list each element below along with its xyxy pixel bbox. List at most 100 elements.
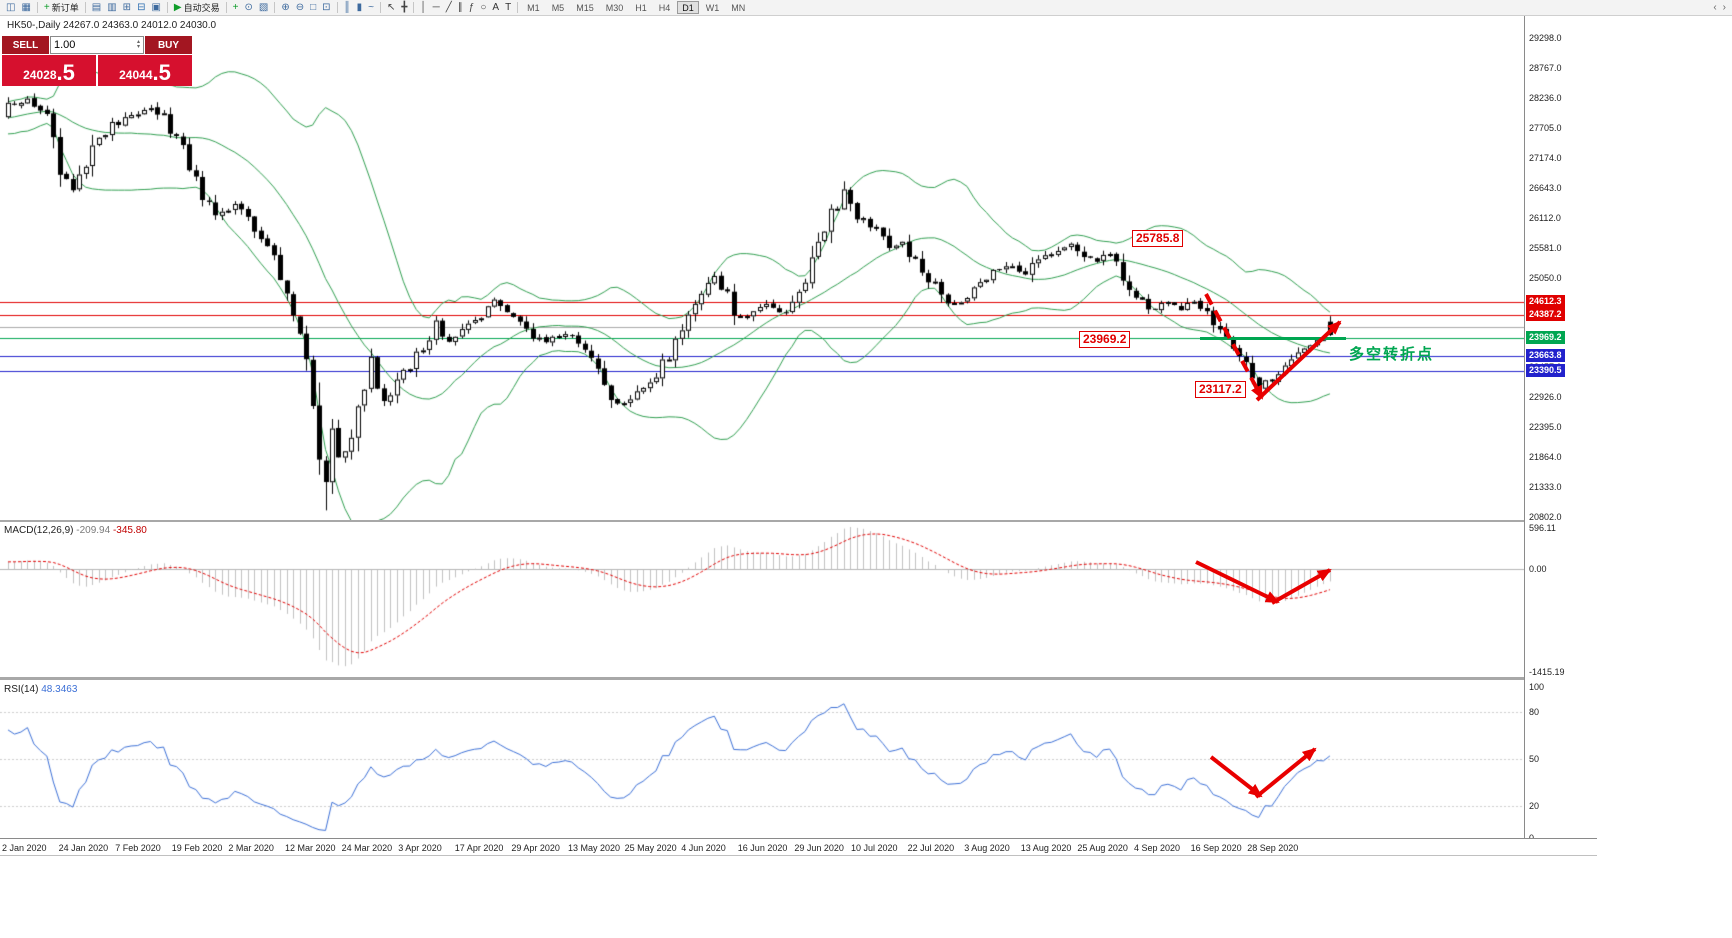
timeframe-m1[interactable]: M1 <box>527 3 540 13</box>
rsi-axis-label: 20 <box>1529 801 1540 812</box>
chart-list-icon[interactable]: ▦ <box>18 1 33 15</box>
timeframe-m5[interactable]: M5 <box>551 3 565 13</box>
panel-splitter[interactable] <box>0 520 1597 522</box>
contacts-icon[interactable]: ⊟ <box>134 1 148 15</box>
timeframe-h4[interactable]: H4 <box>658 3 671 13</box>
price-axis[interactable]: 29298.0 28767.0 28236.0 27705.0 27174.0 26643… <box>1524 16 1597 855</box>
autotrading-button-label: 自动交易 <box>183 2 220 13</box>
bar-chart-mode-icon[interactable]: ║ <box>341 1 354 15</box>
time-axis-label: 29 Apr 2020 <box>511 843 560 853</box>
time-axis-label: 13 May 2020 <box>568 843 621 853</box>
volume-spinner[interactable]: ▴ ▾ <box>136 39 140 50</box>
time-axis-label: 28 Sep 2020 <box>1247 843 1299 853</box>
price-axis-label: 22395.0 <box>1529 422 1562 433</box>
panel-splitter[interactable] <box>0 677 1597 680</box>
periods-icon[interactable]: ⊙ <box>241 1 255 15</box>
toolbar-separator <box>274 2 276 13</box>
timeframe-h1[interactable]: H1 <box>635 3 647 13</box>
sell-button[interactable]: SELL <box>2 36 49 54</box>
tile-windows-icon-glyph: □ <box>310 1 317 13</box>
timeframe-d1[interactable]: D1 <box>677 1 699 14</box>
fibonacci-icon[interactable]: ƒ <box>466 1 478 15</box>
price-axis-label: 26643.0 <box>1529 182 1562 193</box>
spinner-down-icon[interactable]: ▾ <box>136 44 140 50</box>
time-axis-label: 12 Mar 2020 <box>285 843 336 853</box>
navigator-icon[interactable]: ⊞ <box>120 1 134 15</box>
new-chart-icon[interactable]: ◫ <box>3 1 18 15</box>
macd-axis-label: 0.00 <box>1529 564 1547 575</box>
toolbar-scroll-left-icon[interactable]: ‹ <box>1710 1 1719 15</box>
navigator-icon-glyph: ⊞ <box>122 1 132 13</box>
volume-input[interactable]: 1.00 ▴ ▾ <box>50 36 144 54</box>
timeframe-w1[interactable]: W1 <box>705 3 720 13</box>
rsi-name: RSI(14) <box>4 684 39 695</box>
cursor-icon[interactable]: ↖ <box>384 1 398 15</box>
channel-icon[interactable]: ∥ <box>455 1 466 15</box>
toolbar-separator <box>379 2 381 13</box>
new-chart-icon-glyph: ◫ <box>6 1 16 13</box>
time-axis-label: 4 Jun 2020 <box>681 843 726 853</box>
time-axis[interactable]: 2 Jan 2020 24 Jan 2020 7 Feb 2020 19 Feb 20… <box>0 838 1597 855</box>
horizontal-line-icon[interactable]: ─ <box>430 1 443 15</box>
new-order-button[interactable]: + 新订单 <box>41 1 82 15</box>
buy-button[interactable]: BUY <box>145 36 192 54</box>
sell-price-display[interactable]: 24028.5 <box>2 55 96 86</box>
candle-chart-mode-icon-glyph: ▮ <box>356 1 363 13</box>
channel-icon-glyph: ∥ <box>457 1 463 13</box>
time-axis-label: 3 Aug 2020 <box>964 843 1010 853</box>
vertical-line-icon[interactable]: │ <box>417 1 429 15</box>
horizontal-line-icon-glyph: ─ <box>432 1 440 13</box>
candle-chart-mode-icon[interactable]: ▮ <box>354 1 366 15</box>
timeframe-m15[interactable]: M15 <box>576 3 594 13</box>
macd-panel-canvas[interactable] <box>0 522 1524 677</box>
vertical-line-icon-glyph: │ <box>420 1 427 13</box>
buy-price-display[interactable]: 24044.5 <box>98 55 192 86</box>
trendline-icon-glyph: ╱ <box>445 1 452 13</box>
templates-icon[interactable]: ▧ <box>256 1 271 15</box>
price-axis-label: 21333.0 <box>1529 482 1562 493</box>
line-chart-mode-icon[interactable]: ~ <box>365 1 377 15</box>
label-tool-icon[interactable]: T <box>502 1 514 15</box>
price-axis-label: 27174.0 <box>1529 152 1562 163</box>
zoom-out-icon[interactable]: ⊖ <box>293 1 307 15</box>
time-axis-label: 3 Apr 2020 <box>398 843 442 853</box>
data-window-icon[interactable]: ▥ <box>104 1 119 15</box>
market-watch-icon[interactable]: ▤ <box>89 1 104 15</box>
contacts-icon-glyph: ⊟ <box>137 1 146 13</box>
toolbar-left-group: ◫ ▦ + 新订单 ▤ ▥ ⊞ ⊟ ▣ ▶ 自动交易 + ⊙ ▧ ⊕ ⊖ □ ⊡ ║ ▮ ~ ↖ ╋ │ ─ ╱ ∥ ƒ ○ A T M1 M5… <box>3 1 751 15</box>
rsi-axis-label: 100 <box>1529 682 1545 692</box>
rsi-panel-canvas[interactable] <box>0 680 1524 838</box>
timeframe-m30[interactable]: M30 <box>605 3 624 13</box>
autotrading-button[interactable]: ▶ 自动交易 <box>171 1 223 15</box>
tile-windows-icon[interactable]: □ <box>307 1 319 15</box>
ellipse-icon[interactable]: ○ <box>477 1 489 15</box>
rsi-value: 48.3463 <box>41 684 78 695</box>
cascade-windows-icon[interactable]: ⊡ <box>319 1 333 15</box>
price-tag: 25785.8 <box>1132 230 1184 247</box>
crosshair-icon[interactable]: ╋ <box>398 1 410 15</box>
spinner-up-icon[interactable]: ▴ <box>136 39 140 45</box>
terminal-icon[interactable]: ▣ <box>148 1 163 15</box>
time-axis-label: 22 Jul 2020 <box>907 843 955 853</box>
price-tag: 23117.2 <box>1195 381 1246 398</box>
indicators-icon[interactable]: + <box>230 1 242 15</box>
zoom-in-icon[interactable]: ⊕ <box>278 1 292 15</box>
toolbar-scroll-right-icon-glyph: › <box>1722 1 1726 13</box>
buy-price-main: 24044 <box>119 68 153 82</box>
toolbar-scroll-right-icon[interactable]: › <box>1720 1 1729 15</box>
time-axis-label: 16 Sep 2020 <box>1190 843 1242 853</box>
time-axis-label: 16 Jun 2020 <box>737 843 788 853</box>
support-level-segment <box>1200 337 1346 340</box>
main-chart-canvas[interactable] <box>0 16 1524 520</box>
macd-signal-value: -345.80 <box>112 525 147 536</box>
timeframe-mn[interactable]: MN <box>731 3 746 13</box>
toolbar-separator <box>166 2 168 13</box>
trendline-icon[interactable]: ╱ <box>443 1 455 15</box>
toolbar-separator <box>336 2 338 13</box>
time-axis-label: 17 Apr 2020 <box>454 843 504 853</box>
volume-value: 1.00 <box>54 39 76 51</box>
time-axis-label: 24 Jan 2020 <box>58 843 109 853</box>
text-tool-icon[interactable]: A <box>489 1 502 15</box>
price-tag: 23969.2 <box>1079 331 1131 348</box>
